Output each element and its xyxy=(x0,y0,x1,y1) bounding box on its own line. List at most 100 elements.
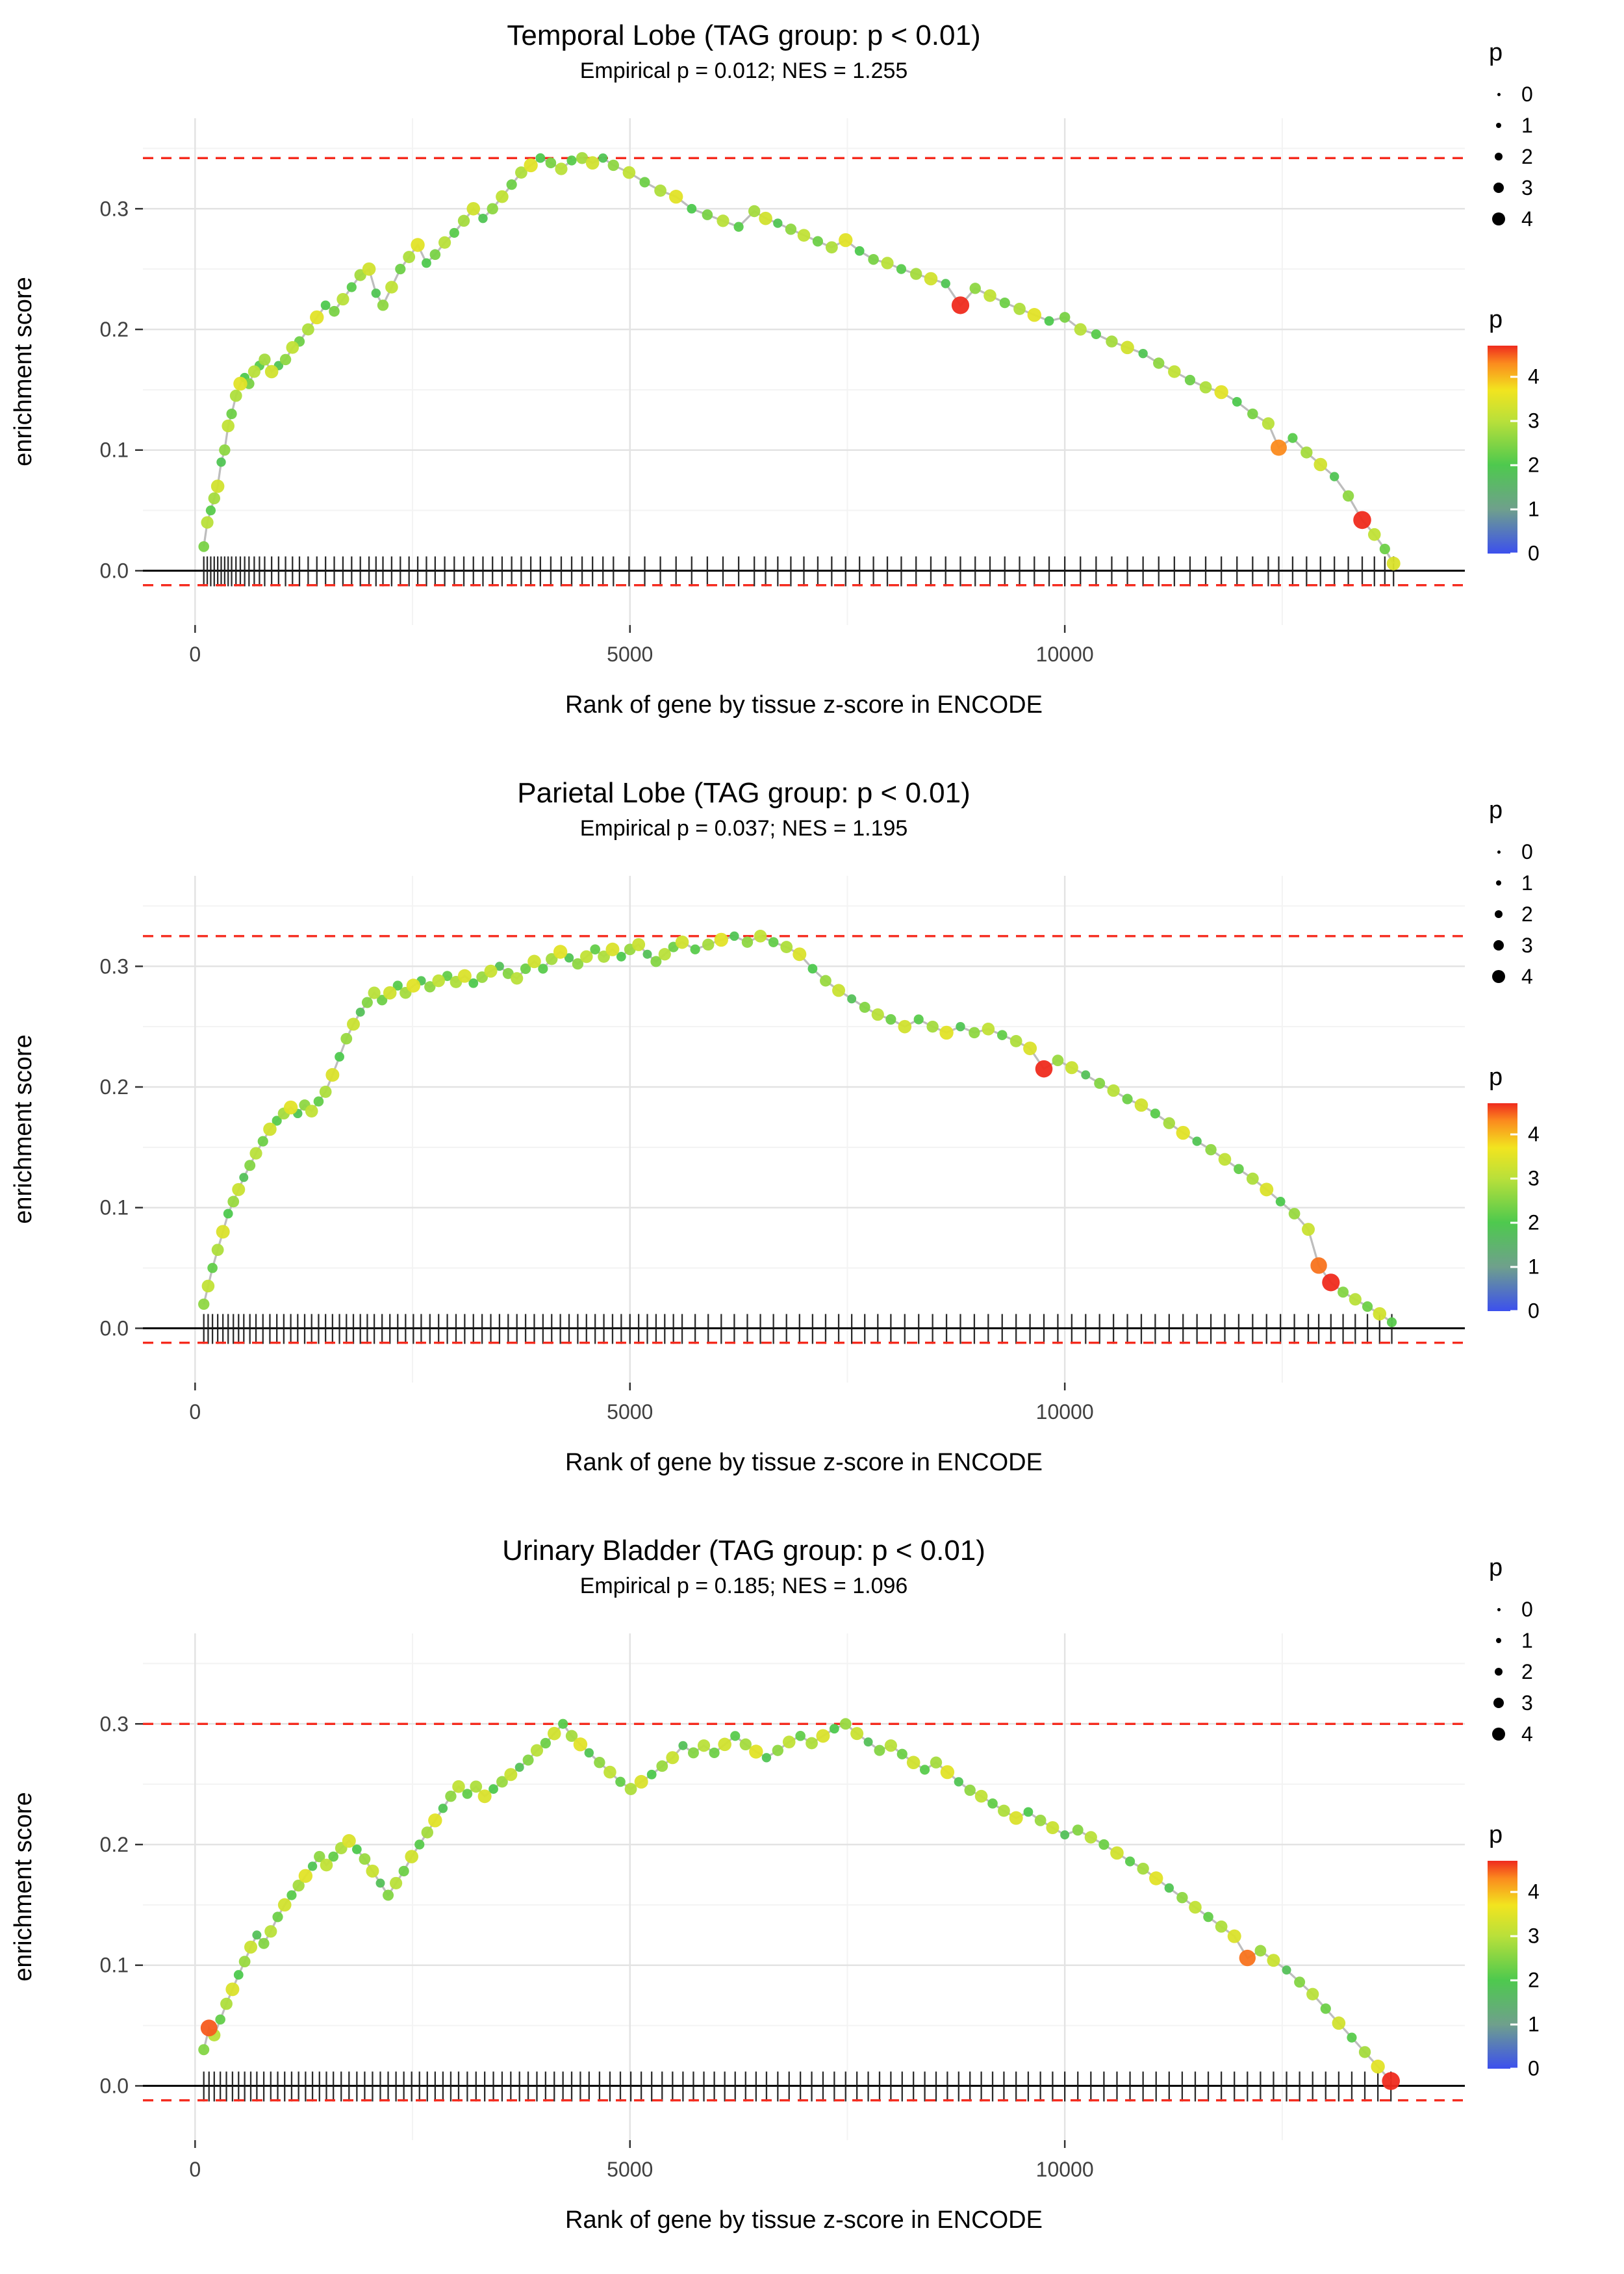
colorbar-label: 1 xyxy=(1528,497,1540,521)
data-point xyxy=(939,1025,954,1040)
data-point xyxy=(313,1096,324,1107)
data-point xyxy=(585,156,600,170)
size-dot-icon xyxy=(1491,969,1506,984)
data-point xyxy=(277,1898,292,1912)
data-point xyxy=(223,1208,233,1219)
data-point xyxy=(615,1776,626,1787)
data-point xyxy=(954,1777,964,1787)
data-point xyxy=(249,1147,262,1160)
data-point xyxy=(772,1744,784,1756)
data-point xyxy=(998,1804,1010,1817)
data-point xyxy=(477,1789,492,1804)
data-point xyxy=(839,233,853,248)
size-dot-box xyxy=(1488,850,1510,854)
data-point xyxy=(1013,303,1026,315)
y-tick-label: 0.2 xyxy=(100,1075,129,1099)
colorbar-label: 4 xyxy=(1528,1122,1540,1146)
data-point xyxy=(283,1100,298,1115)
data-point xyxy=(457,214,470,227)
data-point xyxy=(368,986,381,999)
data-point xyxy=(504,1768,518,1782)
data-point xyxy=(530,1744,544,1757)
data-point xyxy=(272,1116,282,1126)
colorbar-label: 2 xyxy=(1528,453,1540,477)
data-point xyxy=(377,300,389,311)
data-point xyxy=(329,305,340,317)
colorbar-tick xyxy=(1510,1177,1517,1180)
data-point xyxy=(896,264,907,274)
data-point xyxy=(238,1956,251,1968)
data-point xyxy=(468,978,479,988)
data-point xyxy=(1288,1208,1300,1220)
data-point xyxy=(1227,1929,1241,1943)
size-dot-icon xyxy=(1495,1637,1502,1644)
data-point xyxy=(859,1001,870,1013)
data-point xyxy=(816,1729,830,1743)
data-point xyxy=(1149,1871,1163,1885)
colorbar-tick xyxy=(1510,552,1517,555)
data-point xyxy=(1134,1098,1148,1112)
size-legend-label: 1 xyxy=(1521,113,1533,137)
data-point xyxy=(547,1726,561,1741)
data-point xyxy=(656,1760,668,1772)
data-point xyxy=(1239,1949,1256,1967)
chart-title: Parietal Lobe (TAG group: p < 0.01) xyxy=(517,777,971,809)
data-point xyxy=(496,1776,508,1788)
data-point xyxy=(1270,439,1287,456)
data-point xyxy=(225,1982,240,1997)
y-tick-label: 0.0 xyxy=(100,1316,129,1340)
data-point xyxy=(1023,1041,1037,1056)
x-axis-title: Rank of gene by tissue z-score in ENCODE xyxy=(565,2206,1043,2234)
data-point xyxy=(584,1748,594,1758)
data-point xyxy=(555,162,568,175)
data-point xyxy=(1091,329,1101,340)
size-legend-label: 2 xyxy=(1521,902,1533,926)
data-point xyxy=(850,1727,864,1741)
data-point xyxy=(488,1784,498,1794)
axes: 0 5000 10000 0.0 0.1 0.2 0.3 Rank of gene by ti… xyxy=(10,1712,1094,2234)
size-legend-label: 0 xyxy=(1521,82,1533,106)
data-point xyxy=(1373,1307,1387,1321)
data-point xyxy=(885,1014,896,1025)
data-point xyxy=(514,1763,524,1772)
size-dot-box xyxy=(1488,1697,1510,1709)
plot-svg: 0 5000 10000 0.0 0.1 0.2 0.3 Rank of gene by ti… xyxy=(10,118,1465,719)
data-point xyxy=(564,953,574,963)
data-point xyxy=(1199,381,1212,394)
data-point xyxy=(1349,1293,1362,1306)
plot-column: Temporal Lobe (TAG group: p < 0.01) Empi… xyxy=(0,0,1488,758)
size-legend-label: 3 xyxy=(1521,1691,1533,1715)
data-point xyxy=(286,1890,297,1900)
data-point xyxy=(1023,1807,1034,1817)
data-point xyxy=(1275,1197,1286,1207)
data-point xyxy=(761,1753,772,1763)
data-point xyxy=(545,157,557,169)
data-point xyxy=(1044,316,1054,326)
data-point xyxy=(377,995,388,1006)
data-point xyxy=(668,190,683,204)
data-point xyxy=(666,1751,679,1765)
data-point xyxy=(232,1182,246,1196)
data-point xyxy=(919,1765,930,1775)
data-point xyxy=(340,1032,353,1045)
data-point xyxy=(1362,1301,1373,1312)
size-legend-label: 3 xyxy=(1521,175,1533,199)
data-point xyxy=(215,2014,225,2025)
colorbar-tick xyxy=(1510,464,1517,466)
data-point xyxy=(1176,1892,1188,1904)
plot-svg: 0 5000 10000 0.0 0.1 0.2 0.3 Rank of gene by ti… xyxy=(10,876,1465,1476)
data-point xyxy=(385,281,398,294)
colorbar-label: 1 xyxy=(1528,1255,1540,1279)
data-point xyxy=(590,944,600,955)
data-point xyxy=(478,213,488,224)
data-point xyxy=(546,952,558,965)
data-point xyxy=(198,541,210,552)
data-point xyxy=(871,1008,884,1021)
data-point xyxy=(797,229,811,242)
data-point xyxy=(422,258,431,268)
data-points xyxy=(198,1718,1401,2090)
size-legend-item: 2 xyxy=(1488,141,1533,172)
data-point xyxy=(748,205,761,218)
